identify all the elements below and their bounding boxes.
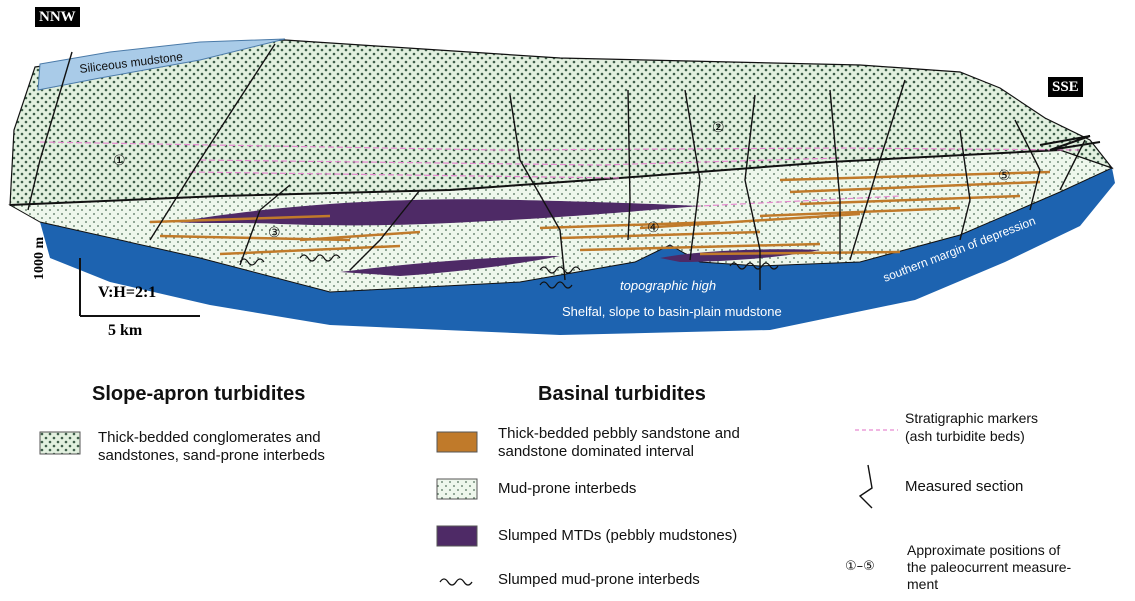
basinal-slumped-item: Slumped mud-prone interbeds [498,571,700,588]
basinal-sandstone-line-2: sandstone dominated interval [498,443,694,460]
sand-line [149,214,331,224]
measured-section-line [849,79,906,261]
sand-line [579,242,821,252]
paleocurrent-marker-3: ③ [268,225,281,241]
scale-bar [79,258,200,317]
wavy-symbol [239,258,265,266]
slumped-interbeds [239,254,779,289]
legend-swatch-slope-apron [39,431,81,455]
measured-section-line [1059,139,1086,191]
measured-sections [27,43,1086,290]
measured-section-line [1014,119,1041,211]
wavy-symbol [729,262,779,270]
slope-apron-line-2: sandstones, sand-prone interbeds [98,447,325,464]
siliceous-mudstone-unit [37,38,286,91]
measured-section-line [744,94,761,290]
legend-symbols [39,429,898,586]
unit-boundary [9,149,1061,206]
basinal-mud-item: Mud-prone interbeds [498,480,637,497]
measured-section-line [684,89,701,261]
approx-range-label: ①–⑤ [845,559,875,574]
strat-marker-line-2: (ash turbidite beds) [905,428,1025,444]
basinal-sandstone-line-1: Thick-bedded pebbly sandstone and [498,425,740,442]
sand-line [539,220,721,230]
legend-measured-section-symbol [858,464,873,509]
slope-apron-item: Thick-bedded conglomerates and sandstone… [98,429,325,465]
measured-section-line [27,51,73,211]
measured-section-line [239,184,291,266]
sand-line [799,194,1021,206]
marker-line [199,157,841,166]
sand-line [759,206,961,218]
paleocurrent-marker-2: ② [712,120,725,136]
measured-section-line [349,189,421,271]
basinal-title: Basinal turbidites [538,383,706,405]
basinal-mtd-item: Slumped MTDs (pebbly mudstones) [498,527,738,544]
sand-line [299,230,421,242]
paleocurrent-marker-4: ④ [647,220,660,236]
strat-marker-item: Stratigraphic markers (ash turbidite bed… [905,409,1038,445]
mtd-lens [175,199,700,226]
mtd-lens [340,256,560,276]
fault-symbol [1039,135,1101,151]
wavy-symbol [299,254,341,262]
approx-line-3: ment [907,576,939,592]
approx-line-2: the paleocurrent measure- [907,559,1072,575]
sand-line [699,250,901,256]
slope-apron-line-1: Thick-bedded conglomerates and [98,429,321,446]
slope-apron-title: Slope-apron turbidites [92,383,306,405]
measured-section-line [959,129,971,241]
basinal-sandstone-item: Thick-bedded pebbly sandstone and sandst… [498,425,740,461]
nnw-label: NNW [35,7,80,27]
marker-line [39,141,1081,151]
legend-swatch-mtd [436,525,478,547]
sandstone-intervals [149,170,1051,256]
wavy-symbol [539,281,573,289]
measured-section-line [829,89,841,260]
sand-line [559,230,761,240]
sand-line [789,180,1041,194]
vertical-scale-label: 1000 m [32,236,47,280]
wavy-symbol [539,266,581,274]
legend-swatch-sandstone [436,431,478,453]
strat-marker-line-1: Stratigraphic markers [905,410,1039,426]
paleocurrent-marker-1: ① [113,153,126,169]
topographic-high-label: topographic high [620,278,716,293]
legend-swatch-mud-prone [436,478,478,500]
shelfal-mudstone-unit [40,168,1115,335]
sand-line [219,244,401,256]
paleocurrent-marker-5: ⑤ [998,168,1011,184]
approx-line-1: Approximate positions of [907,542,1061,558]
measured-section-line [509,94,566,281]
sse-label: SSE [1048,77,1083,97]
approx-item: Approximate positions of the paleocurren… [907,542,1071,593]
sand-line [639,212,861,230]
legend-wavy-symbol [439,578,473,586]
measured-section-item: Measured section [905,478,1024,495]
shelfal-label: Shelfal, slope to basin-plain mudstone [562,304,782,319]
measured-section-line [627,89,631,241]
measured-section-line [149,43,276,241]
paleocurrent-markers: ① ② ③ ④ ⑤ [113,120,1011,241]
sand-line [779,170,1051,182]
ratio-label: V:H=2:1 [98,284,157,301]
horizontal-scale-label: 5 km [108,322,143,339]
